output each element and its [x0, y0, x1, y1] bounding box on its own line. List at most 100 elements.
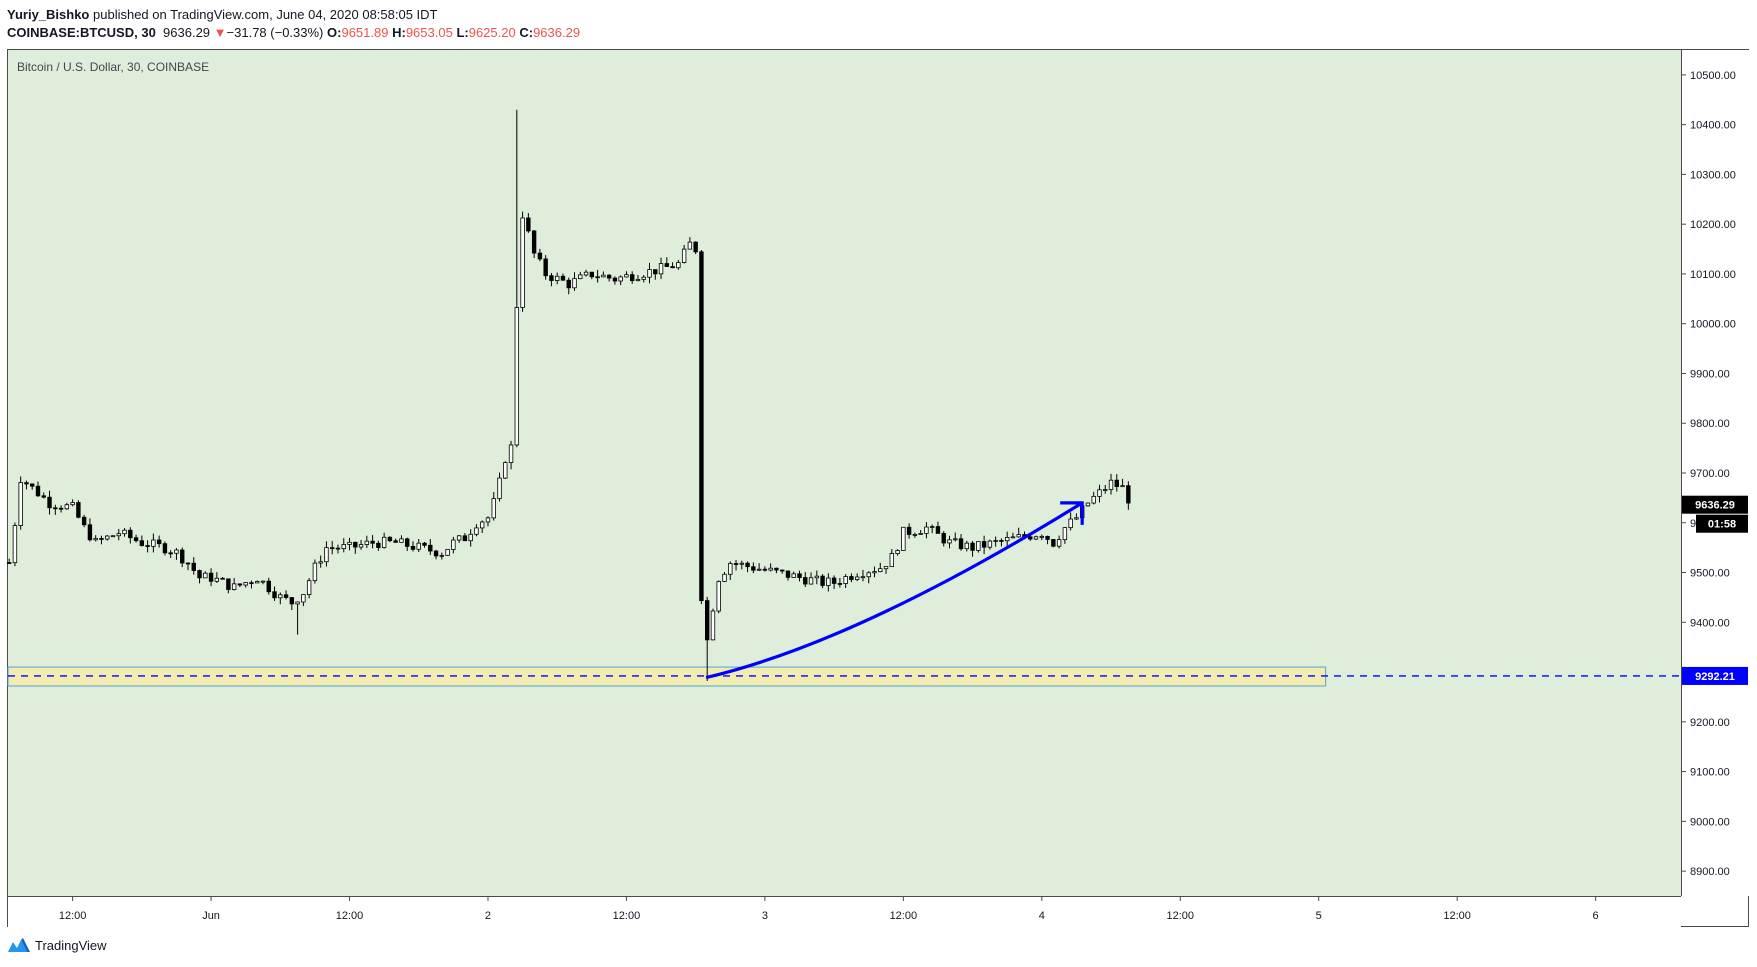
- candle-body: [197, 570, 202, 579]
- candle: [174, 548, 179, 560]
- candle-body: [618, 276, 623, 282]
- candle-body: [1028, 536, 1033, 540]
- x-tick-label: 12:00: [336, 910, 364, 922]
- candle-body: [1033, 536, 1039, 540]
- candle: [578, 271, 583, 280]
- candle: [485, 516, 491, 527]
- candle: [543, 255, 548, 280]
- candle: [283, 590, 289, 600]
- price-labels-layer: 9636.29 01:58 9292.21: [1682, 495, 1748, 685]
- x-tick-label: 12:00: [1166, 910, 1194, 922]
- candle-body: [47, 496, 52, 509]
- candle: [941, 531, 946, 547]
- candle-body: [58, 507, 64, 510]
- candle-body: [480, 521, 485, 529]
- candle: [901, 526, 906, 551]
- candle: [647, 262, 652, 284]
- candle-body: [226, 578, 231, 590]
- candle: [243, 582, 248, 588]
- candle: [185, 562, 191, 571]
- candle: [1085, 502, 1091, 507]
- support-price-badge: [1682, 666, 1748, 685]
- candle: [445, 549, 450, 556]
- candle: [64, 502, 70, 510]
- candle-body: [243, 582, 248, 586]
- candle: [618, 275, 623, 286]
- candle-body: [687, 241, 693, 250]
- high-label: H:: [392, 25, 406, 40]
- candle-body: [537, 252, 543, 260]
- candle-body: [1126, 485, 1131, 504]
- candle-body: [831, 577, 837, 584]
- change-down-icon: ▼: [213, 25, 227, 40]
- time-axis-ticks: 12:00 Jun 12:00 2 12:00 3 12:00 4 12:00 5 12:00 6: [59, 896, 1599, 922]
- close-value: 9636.29: [533, 25, 581, 40]
- candle: [906, 523, 912, 539]
- candle: [1033, 535, 1039, 541]
- time-axis[interactable]: [8, 896, 1681, 927]
- candle-body: [410, 545, 416, 550]
- candle: [341, 538, 346, 553]
- candle: [837, 577, 843, 588]
- candle-body: [451, 539, 456, 550]
- candle-body: [18, 482, 23, 526]
- candle: [422, 541, 427, 548]
- candle-body: [1051, 539, 1056, 547]
- candle: [924, 522, 929, 539]
- candle: [987, 539, 993, 550]
- open-value: 9651.89: [341, 25, 389, 40]
- tradingview-logo[interactable]: TradingView: [7, 937, 107, 953]
- price-axis-ticks: 10500.00 10400.00 10300.00 10200.00 10100.00…: [1681, 70, 1736, 878]
- candle: [1074, 513, 1079, 521]
- candle-body: [1103, 489, 1108, 491]
- candle: [953, 532, 958, 542]
- candle-body: [306, 580, 312, 595]
- candle-body: [30, 483, 35, 487]
- candle: [480, 520, 485, 534]
- candle: [451, 536, 456, 554]
- candle: [439, 552, 445, 560]
- candle-body: [156, 539, 162, 545]
- candle-body: [393, 540, 398, 543]
- candle-body: [70, 502, 75, 506]
- candle: [854, 573, 860, 582]
- candle-body: [849, 576, 854, 580]
- candle: [306, 578, 312, 599]
- candle: [364, 535, 370, 549]
- candle-body: [739, 562, 745, 565]
- candle: [549, 273, 554, 287]
- candle-body: [364, 540, 370, 545]
- candle-body: [630, 274, 635, 282]
- candle-body: [133, 537, 139, 542]
- x-tick-label: 5: [1316, 910, 1322, 922]
- candle: [583, 269, 589, 277]
- candle: [1056, 535, 1062, 549]
- candle-body: [872, 571, 877, 574]
- candle: [681, 244, 687, 264]
- y-tick-label: 9500.00: [1690, 568, 1730, 580]
- candle-body: [987, 540, 993, 548]
- x-tick-label: 12:00: [613, 910, 641, 922]
- candle: [318, 555, 323, 568]
- candle-body: [312, 562, 318, 582]
- candle-body: [595, 276, 600, 279]
- author-name[interactable]: Yuriy_Bishko: [7, 7, 90, 22]
- candle: [324, 541, 329, 567]
- candle: [1004, 531, 1010, 546]
- candle: [1062, 527, 1068, 544]
- candle: [704, 596, 710, 682]
- candle: [301, 594, 306, 607]
- tradingview-logo-icon: [8, 938, 30, 952]
- candle: [162, 541, 168, 556]
- plot-area[interactable]: [8, 50, 1681, 896]
- candle: [653, 269, 658, 280]
- candle: [399, 535, 404, 543]
- candle: [1045, 535, 1050, 545]
- candle: [560, 273, 566, 281]
- price-axis[interactable]: [1681, 50, 1749, 896]
- candle-body: [751, 566, 756, 571]
- candle-body: [255, 581, 260, 584]
- candle: [70, 499, 75, 507]
- candle: [180, 547, 185, 568]
